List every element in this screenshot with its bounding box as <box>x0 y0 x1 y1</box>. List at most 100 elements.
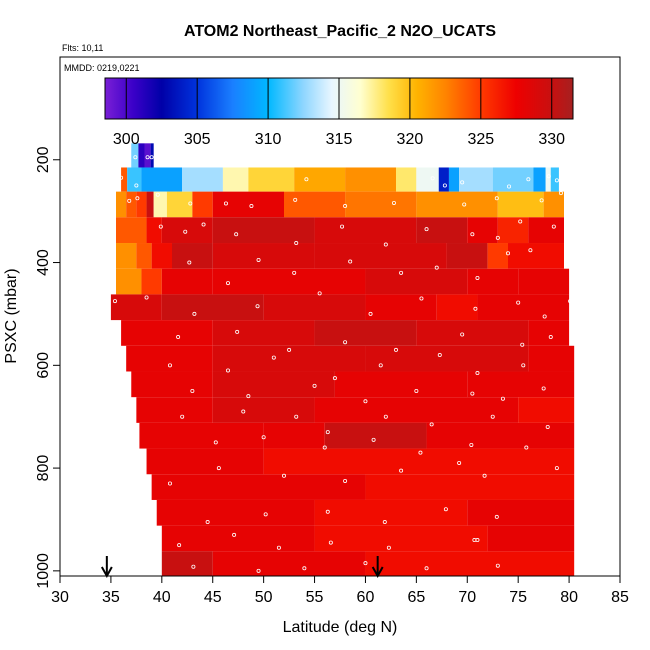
x-tick-label: 75 <box>509 589 527 606</box>
heatmap-cell <box>365 551 575 576</box>
sample-point <box>434 265 439 270</box>
sample-point <box>119 175 124 180</box>
sample-point <box>294 241 299 246</box>
sample-point <box>183 229 188 234</box>
heatmap-cell <box>116 217 147 244</box>
heatmap-cell <box>314 217 417 244</box>
sample-point <box>205 520 210 525</box>
heatmap-cell <box>528 320 570 346</box>
heatmap-cell <box>436 294 478 321</box>
sample-point <box>469 442 474 447</box>
heatmap-cell <box>294 167 346 192</box>
heatmap-cell <box>365 294 437 321</box>
heatmap-cell <box>136 397 213 423</box>
sample-point <box>325 509 330 514</box>
x-tick-label: 70 <box>458 589 476 606</box>
x-tick-label: 55 <box>306 589 324 606</box>
heatmap-cell <box>116 268 142 295</box>
sample-point <box>541 386 546 391</box>
sample-point <box>470 232 475 237</box>
heatmap-cell <box>416 217 468 244</box>
sample-point <box>528 248 533 253</box>
colorbar-tick-label: 320 <box>397 131 424 148</box>
x-tick-label: 85 <box>611 589 629 606</box>
colorbar-tick-label: 305 <box>184 131 211 148</box>
heatmap-cell <box>533 167 546 192</box>
sample-point <box>192 311 197 316</box>
heatmap-cell <box>467 217 498 244</box>
heatmap-cell <box>365 345 529 372</box>
sample-point <box>127 198 132 203</box>
sample-point <box>241 409 246 414</box>
heatmap-cell <box>126 191 137 218</box>
sample-point <box>437 353 442 358</box>
sample-point <box>368 311 373 316</box>
sample-point <box>135 196 140 201</box>
sample-point <box>473 306 478 311</box>
heatmap-cell <box>121 320 213 346</box>
heatmap-cell <box>467 268 519 295</box>
sample-point <box>167 481 172 486</box>
heatmap-cell <box>477 294 570 321</box>
colorbar-tick-label: 330 <box>538 131 565 148</box>
colorbar-tick-label: 300 <box>113 131 140 148</box>
sample-point <box>249 204 254 209</box>
sample-point <box>134 183 139 188</box>
heatmap-cell <box>345 191 417 218</box>
sample-point <box>223 201 228 206</box>
heatmap-cell <box>151 474 366 500</box>
heatmap-cell <box>116 243 137 269</box>
heatmap-cell <box>141 268 162 295</box>
colorbar-tick-label: 315 <box>326 131 353 148</box>
y-tick-label: 200 <box>35 146 52 173</box>
sample-point <box>500 396 505 401</box>
sample-point <box>133 155 138 160</box>
heatmap-cell <box>212 371 335 398</box>
sample-point <box>424 227 429 232</box>
heatmap-cell <box>345 167 396 192</box>
sample-point <box>521 363 526 368</box>
sample-point <box>167 363 172 368</box>
heatmap-cell <box>467 499 575 526</box>
sample-point <box>558 179 563 184</box>
sample-points <box>112 155 573 573</box>
heatmap-cell <box>487 525 575 552</box>
heatmap-cell <box>497 217 529 244</box>
sample-point <box>383 414 388 419</box>
heatmap-cell <box>334 371 468 398</box>
sample-point <box>304 177 309 182</box>
x-tick-label: 50 <box>255 589 273 606</box>
heatmap-cell <box>314 525 488 552</box>
sample-point <box>149 155 154 160</box>
sample-point <box>225 368 230 373</box>
sample-point <box>495 235 500 240</box>
x-tick-label: 80 <box>560 589 578 606</box>
colorbar-tick-label: 310 <box>255 131 282 148</box>
sample-point <box>158 224 163 229</box>
sample-point <box>201 222 206 227</box>
heatmap-cell <box>459 167 493 192</box>
sample-point <box>292 270 297 275</box>
sample-point <box>554 466 559 471</box>
sample-point <box>516 300 521 305</box>
sample-point <box>382 520 387 525</box>
sample-point <box>144 295 149 300</box>
heatmap-cell <box>263 294 366 321</box>
sample-point <box>378 363 383 368</box>
sample-point <box>429 422 434 427</box>
heatmap-cell <box>314 499 468 526</box>
heatmap-cell <box>161 294 264 321</box>
sample-point <box>545 424 550 429</box>
sample-point <box>155 192 160 197</box>
sample-point <box>190 389 195 394</box>
y-tick-label: 1000 <box>35 553 52 589</box>
x-tick-label: 35 <box>102 589 120 606</box>
heatmap-cell <box>416 191 498 218</box>
sample-point <box>177 543 182 548</box>
heatmap-cell <box>212 345 366 372</box>
sample-point <box>340 224 345 229</box>
heatmap-cell <box>161 268 213 295</box>
sample-point <box>494 196 499 201</box>
sample-point <box>256 257 261 262</box>
